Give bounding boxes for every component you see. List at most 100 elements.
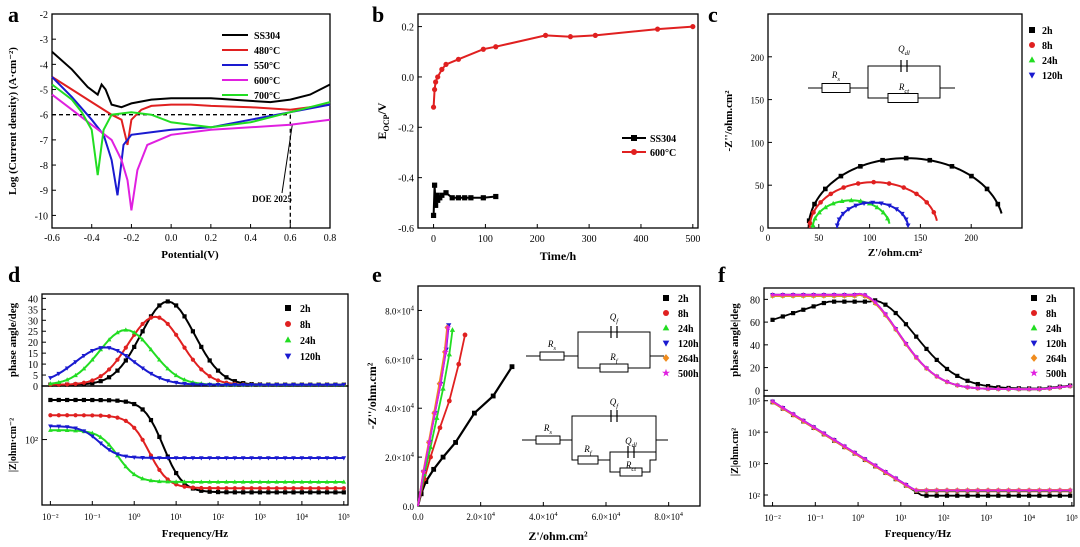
panel-a-xtick-label: 0.8 (324, 233, 337, 244)
panel-b-plot-frame (417, 13, 699, 229)
panel-c-series-1-point (818, 200, 823, 205)
panel-e-series-0-point (453, 440, 458, 445)
panel-e-ylabel: -Z''/ohm.cm² (365, 362, 379, 429)
panel-b-ytick-label: -0.6 (398, 224, 414, 235)
panel-d-series-3-z-point (249, 456, 254, 461)
panel-a-ytick-label: -2 (40, 10, 48, 21)
panel-e-xlabel: Z'/ohm.cm² (528, 529, 588, 543)
panel-c-ytick-label: 0 (760, 224, 765, 234)
panel-e-xtick-label: 8.0×104 (654, 511, 683, 522)
panel-e-circuit2-qf-label: Qf (610, 397, 620, 410)
panel-b-series-1-point (542, 32, 549, 39)
panel-d-series-1-z-point (241, 486, 246, 491)
panel-c-series-2-point (822, 204, 829, 210)
panel-f-series-0-z-point (1057, 493, 1062, 498)
panel-c-legend-marker-3 (1028, 72, 1036, 79)
panel-d-series-3-z-point (282, 456, 288, 461)
panel-d-series-2-phase-point (157, 357, 162, 362)
panel-d-series-1-phase-point (157, 315, 162, 320)
panel-e-legend-label-0: 2h (678, 294, 689, 305)
panel-b-series-1-point (690, 23, 696, 30)
panel-b-series-0-point (449, 195, 455, 201)
panel-f-series-5-z-point (1016, 487, 1022, 493)
panel-d-series-0-phase-point (90, 381, 95, 386)
panel-d-series-3-phase-point (307, 383, 313, 388)
panel-f-bottom-ytick-label: 10⁴ (748, 428, 760, 438)
panel-c-circuit-rs-label: Rs (831, 70, 841, 83)
panel-d-series-1-z-point (291, 486, 296, 491)
panel-d-series-3-z-point (215, 456, 221, 461)
panel-d-legend-marker-0 (285, 305, 291, 311)
panel-d-top-ytick-label: 35 (28, 305, 38, 316)
panel-d-series-1-phase-point (165, 321, 170, 327)
panel-f-series-0-phase-point (842, 299, 847, 304)
panel-d-series-0-z-point (90, 397, 95, 403)
panel-a-xtick-label: 0.0 (165, 233, 178, 244)
panel-d-series-1-z-point (157, 467, 162, 473)
panel-d-series-3-z-point (64, 425, 70, 430)
panel-d-series-2-z-point (232, 479, 238, 484)
panel-c-legend-marker-1 (1029, 42, 1035, 48)
panel-f-series-5-z-point (1036, 487, 1043, 493)
panel-c-series-3-point (886, 203, 892, 209)
panel-f-series-5-z-point (892, 475, 899, 481)
panel-d-series-3-phase-point (115, 348, 120, 354)
panel-a-ylabel: Log (Current density) (A·cm⁻²) (7, 47, 19, 195)
panel-d-series-3-z-point (224, 456, 229, 461)
panel-d-legend-marker-3 (284, 353, 292, 360)
panel-label-c: c (708, 2, 718, 27)
panel-f-top-ytick-label: 60 (750, 318, 760, 329)
panel-f-bottom-ylabel: |Z|ohm.cm² (730, 428, 741, 476)
panel-a-legend-label-0: SS304 (254, 31, 280, 42)
panel-d-series-1-z-point (257, 486, 263, 491)
panel-f-xtick-label: 10¹ (895, 513, 907, 523)
panel-c-series-3-point (853, 203, 859, 209)
panel-d-series-3-z-point (73, 426, 78, 431)
panel-d-series-1-z-point (324, 486, 330, 491)
panel-d-legend-label-2: 24h (300, 336, 316, 347)
panel-e-series-2-point (449, 327, 456, 332)
panel-f-series-5-z-point (769, 398, 776, 404)
panel-f-series-0-z-point (985, 493, 991, 498)
panel-c-series-1-point (931, 210, 937, 215)
panel-e-circuit1-wire-bl (577, 356, 600, 369)
panel-d-series-2-z-point (64, 427, 70, 433)
panel-d-series-3-z-point (56, 424, 62, 429)
panel-d-series-3-phase-point (73, 360, 78, 365)
panel-b-series-0-point (431, 182, 438, 188)
panel-d-series-3-phase-point (64, 366, 70, 371)
panel-e-legend-marker-1 (663, 310, 669, 316)
panel-f-series-1-z-fit (772, 400, 1071, 493)
panel-d-series-3-phase-point (56, 371, 62, 377)
panel-f-xtick-label: 10⁰ (852, 513, 865, 523)
panel-c-legend-label-0: 2h (1042, 26, 1053, 37)
panel-e-circuit2-rs (535, 435, 561, 445)
panel-d-series-0-phase-point (132, 344, 137, 350)
panel-f-series-5-z-point (821, 430, 827, 436)
panel-f-series-5-phase-point (790, 291, 796, 298)
panel-d-series-1-phase-point (207, 374, 212, 379)
panel-d-series-3-phase-point (249, 383, 254, 388)
panel-f-series-5-phase-point (862, 292, 868, 298)
panel-e-circuit1-wire-top (564, 331, 664, 357)
panel-f-series-0-phase-point (862, 299, 868, 304)
panel-c-series-3-point (834, 223, 840, 229)
panel-b-series-0-point (430, 212, 437, 219)
panel-a-plot-frame (51, 13, 331, 229)
panel-f-legend-label-0: 2h (1046, 294, 1057, 305)
panel-c-legend-label-2: 24h (1042, 56, 1058, 67)
panel-f-series-0-z-point (934, 493, 939, 498)
panel-f-series-5-phase-point (923, 365, 930, 371)
panel-c-circuit-rs (821, 83, 851, 93)
panel-d-series-3-z-point (48, 424, 53, 429)
panel-f-top-frame (763, 287, 1075, 397)
panel-d-series-0-z-point (299, 490, 304, 495)
panel-d-series-1-z-point (199, 485, 204, 491)
panel-f-series-5-phase-point (841, 291, 848, 298)
panel-b-series-1-point (592, 32, 598, 39)
panel-a-legend-label-2: 550°C (254, 61, 280, 72)
panel-f-series-0-phase-point (832, 299, 837, 304)
panel-d-series-2-z-point (173, 479, 179, 484)
panel-b-ytick-label: -0.2 (398, 123, 414, 134)
panel-f-series-5-phase-point (810, 291, 817, 298)
